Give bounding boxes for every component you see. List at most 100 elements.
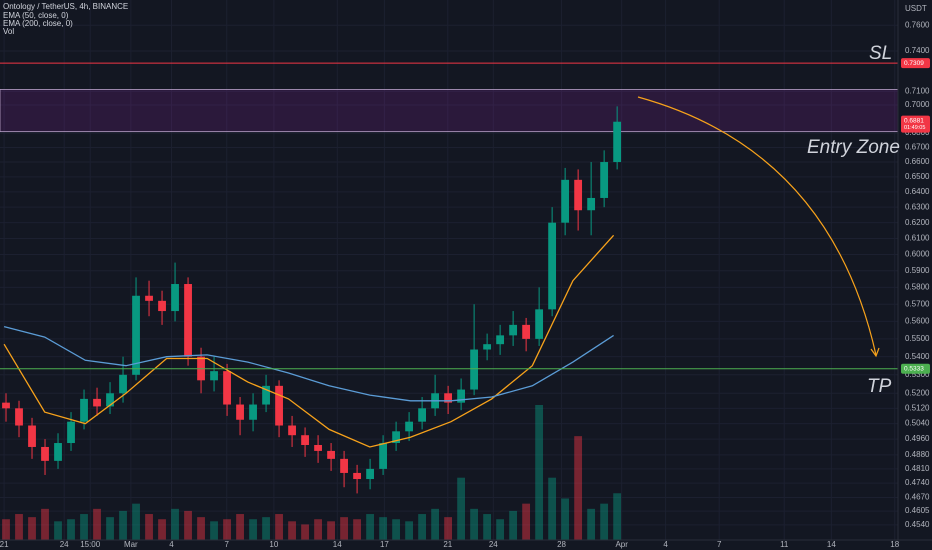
y-tick-label: 0.6400 <box>905 187 930 196</box>
volume-bar <box>600 503 609 540</box>
y-tick-label: 0.4540 <box>905 520 930 529</box>
volume-bar <box>470 508 479 540</box>
y-tick-label: 0.6500 <box>905 172 930 181</box>
price-badge <box>901 58 930 69</box>
candle-body <box>262 385 270 405</box>
candle-body <box>67 421 75 444</box>
candle-body <box>93 398 101 407</box>
y-tick-label: 0.5300 <box>905 370 930 379</box>
candle-body <box>41 446 49 461</box>
volume-bar <box>262 517 270 540</box>
candle-body <box>275 385 283 426</box>
price-badge-label: 0.5333 <box>904 365 924 372</box>
y-tick-label: 0.5700 <box>905 299 930 308</box>
volume-bar <box>366 514 374 540</box>
volume-bar <box>522 503 531 540</box>
volume-bar <box>561 498 570 540</box>
candle-body <box>548 222 557 310</box>
volume-bar <box>418 514 427 540</box>
x-tick-label: 15:00 <box>80 540 101 549</box>
x-tick-label: Mar <box>124 540 138 549</box>
candle-body <box>54 443 62 461</box>
volume-bar <box>535 405 544 540</box>
y-tick-label: 0.6700 <box>905 143 930 152</box>
volume-bar <box>444 517 453 540</box>
y-tick-label: 0.6800 <box>905 128 930 137</box>
entry-zone <box>0 89 899 133</box>
volume-bar <box>379 517 387 540</box>
volume-bar <box>301 524 309 540</box>
volume-bar <box>327 521 335 540</box>
x-tick-label: 18 <box>890 540 899 549</box>
y-tick-label: 0.4810 <box>905 464 930 473</box>
candle-body <box>600 162 609 198</box>
candle-body <box>28 425 36 447</box>
x-tick-label: 10 <box>269 540 278 549</box>
y-tick-label: 0.5120 <box>905 403 930 412</box>
y-tick-label: 0.4670 <box>905 493 930 502</box>
candle-body <box>314 444 322 451</box>
candle-body <box>379 443 387 469</box>
volume-bar <box>236 514 244 540</box>
candle-body <box>405 421 413 432</box>
chart-title: Ontology / TetherUS, 4h, BINANCE <box>3 2 128 11</box>
y-tick-label: 0.6200 <box>905 218 930 227</box>
candle-body <box>106 393 114 407</box>
volume-bar <box>106 517 114 540</box>
volume-bar <box>457 477 466 540</box>
last-price-badge <box>901 115 930 133</box>
x-tick-label: 14 <box>827 540 836 549</box>
candle-body <box>210 371 218 381</box>
y-tick-label: 0.5900 <box>905 266 930 275</box>
volume-bar <box>197 517 205 540</box>
x-tick-label: 7 <box>225 540 230 549</box>
ema-line <box>3 234 615 448</box>
y-tick-label: 0.7000 <box>905 100 930 109</box>
candle-body <box>2 402 10 409</box>
candle-body <box>15 408 23 426</box>
tp-annotation: TP <box>867 376 892 397</box>
y-tick-label: 0.4605 <box>905 506 930 515</box>
volume-bar <box>288 521 296 540</box>
candle-body <box>535 309 544 339</box>
candle-body <box>587 197 596 211</box>
indicator-label: EMA (200, close, 0) <box>3 19 73 28</box>
y-tick-label: 0.5500 <box>905 334 930 343</box>
candle-body <box>613 121 622 163</box>
volume-bar <box>509 510 518 540</box>
volume-bar <box>93 508 101 540</box>
candle-body <box>561 179 570 223</box>
price-badge-label: 0.7309 <box>904 60 924 67</box>
x-tick-label: 4 <box>169 540 174 549</box>
candle-body <box>171 284 179 312</box>
candle-body <box>158 300 166 312</box>
candle-body <box>119 374 127 394</box>
volume-bar <box>119 510 127 540</box>
volume-bar <box>275 514 283 540</box>
entry-zone-annotation: Entry Zone <box>807 137 900 158</box>
x-tick-label: 21 <box>443 540 452 549</box>
candle-body <box>509 324 518 336</box>
candle-body <box>574 179 583 211</box>
indicator-label: Vol <box>3 27 14 36</box>
x-tick-label: 4 <box>663 540 668 549</box>
plot <box>0 62 899 540</box>
volume-bar <box>340 517 348 540</box>
x-tick-label: 21 <box>0 540 9 549</box>
candle-body <box>249 404 257 420</box>
y-tick-label: 0.7600 <box>905 20 930 29</box>
volume-bar <box>223 519 231 540</box>
candle-body <box>444 393 453 403</box>
y-tick-label: 0.5040 <box>905 419 930 428</box>
volume-bar <box>314 519 322 540</box>
volume-bar <box>145 514 153 540</box>
candle-body <box>223 371 231 405</box>
candle-body <box>522 324 531 339</box>
candle-body <box>418 408 427 422</box>
y-tick-label: 0.6000 <box>905 250 930 259</box>
indicator-label: EMA (50, close, 0) <box>3 11 69 20</box>
x-tick-label: 14 <box>333 540 342 549</box>
y-tick-label: 0.5800 <box>905 282 930 291</box>
countdown-label: 01:49:05 <box>904 125 925 131</box>
